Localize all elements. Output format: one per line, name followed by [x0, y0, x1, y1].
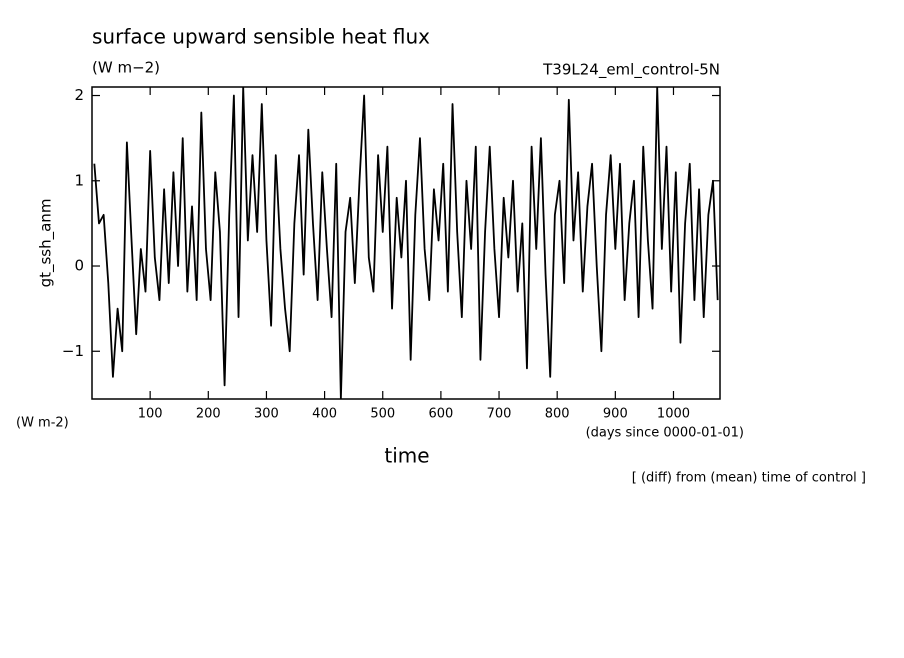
x-tick-label: 400 — [312, 407, 337, 422]
x-axis-label: time — [384, 444, 429, 468]
y-axis-label: gt_ssh_anm — [37, 199, 56, 288]
x-tick-label: 600 — [428, 407, 453, 422]
plot-frame — [91, 86, 721, 400]
x-units: (days since 0000-01-01) — [586, 426, 744, 441]
units-bottom: (W m-2) — [16, 416, 69, 431]
x-tick-label: 1000 — [657, 407, 690, 422]
y-tick-label: 1 — [74, 171, 84, 189]
data-line — [93, 87, 719, 399]
units-top: (W m−2) — [92, 59, 160, 77]
y-tick-label: 2 — [74, 86, 84, 104]
x-tick-label: 100 — [138, 407, 163, 422]
x-tick-label: 200 — [196, 407, 221, 422]
x-tick-label: 800 — [545, 407, 570, 422]
x-tick-label: 500 — [370, 407, 395, 422]
x-tick-label: 300 — [254, 407, 279, 422]
experiment-label: T39L24_eml_control-5N — [542, 61, 720, 80]
y-tick-label: −1 — [62, 342, 84, 360]
note: [ (diff) from (mean) time of control ] — [632, 471, 866, 486]
chart-title: surface upward sensible heat flux — [92, 25, 430, 49]
x-tick-label: 700 — [487, 407, 512, 422]
x-tick-label: 900 — [603, 407, 628, 422]
y-tick-label: 0 — [74, 257, 84, 275]
